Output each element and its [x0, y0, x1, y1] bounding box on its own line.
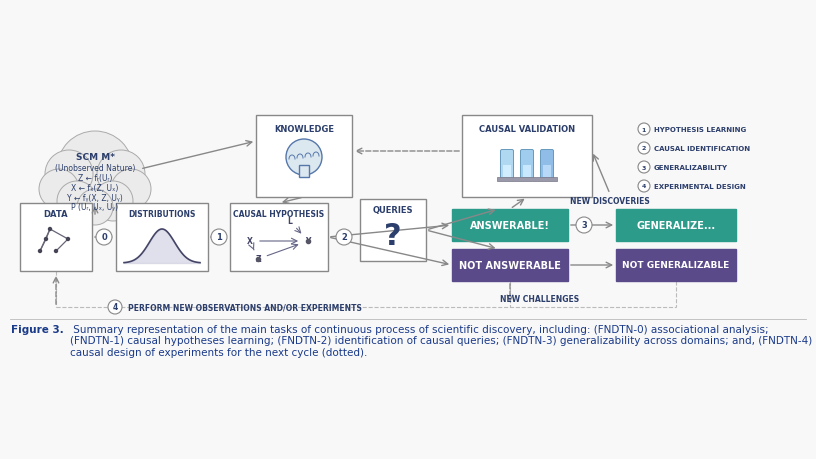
- Bar: [616, 249, 736, 281]
- Bar: [452, 249, 568, 281]
- Bar: [503, 166, 511, 178]
- FancyBboxPatch shape: [540, 150, 553, 181]
- Text: CAUSAL VALIDATION: CAUSAL VALIDATION: [479, 124, 575, 133]
- Text: Z ← fᵣ(Uᵣ): Z ← fᵣ(Uᵣ): [78, 173, 112, 182]
- Text: X ← fₓ(Z, Uₓ): X ← fₓ(Z, Uₓ): [71, 183, 118, 192]
- Text: 2: 2: [341, 233, 347, 242]
- Text: L: L: [287, 217, 292, 226]
- Circle shape: [638, 162, 650, 174]
- Circle shape: [57, 182, 97, 222]
- Circle shape: [54, 249, 58, 254]
- Text: DISTRIBUTIONS: DISTRIBUTIONS: [128, 210, 196, 219]
- Circle shape: [108, 300, 122, 314]
- Bar: [20, 203, 92, 271]
- Circle shape: [336, 230, 352, 246]
- Circle shape: [211, 230, 227, 246]
- Text: Y: Y: [305, 237, 311, 246]
- Text: (Unobserved Nature): (Unobserved Nature): [55, 163, 135, 172]
- Bar: [543, 166, 551, 178]
- Text: X: X: [247, 237, 253, 246]
- Bar: [523, 166, 531, 178]
- Circle shape: [48, 227, 52, 232]
- Text: Summary representation of the main tasks of continuous process of scientific dis: Summary representation of the main tasks…: [70, 324, 813, 357]
- Circle shape: [44, 237, 48, 242]
- Circle shape: [96, 230, 112, 246]
- FancyBboxPatch shape: [500, 150, 513, 181]
- Text: 4: 4: [113, 303, 118, 312]
- Text: 4: 4: [642, 184, 646, 189]
- Circle shape: [39, 170, 79, 210]
- Text: NEW CHALLENGES: NEW CHALLENGES: [500, 295, 579, 304]
- Text: NOT ANSWERABLE: NOT ANSWERABLE: [459, 260, 561, 270]
- Text: CAUSAL IDENTIFICATION: CAUSAL IDENTIFICATION: [654, 146, 750, 151]
- Bar: [497, 178, 557, 182]
- Text: EXPERIMENTAL DESIGN: EXPERIMENTAL DESIGN: [654, 184, 746, 190]
- Text: P (Uᵣ, Uₓ, Uᵧ): P (Uᵣ, Uₓ, Uᵧ): [72, 203, 118, 212]
- Circle shape: [97, 151, 145, 199]
- Text: KNOWLEDGE: KNOWLEDGE: [274, 124, 334, 133]
- Text: HYPOTHESIS LEARNING: HYPOTHESIS LEARNING: [654, 127, 747, 133]
- Text: 1: 1: [642, 127, 646, 132]
- Text: GENERALIZE...: GENERALIZE...: [636, 220, 716, 230]
- Text: Z: Z: [255, 255, 261, 264]
- Circle shape: [638, 143, 650, 155]
- Bar: [116, 203, 208, 271]
- Text: 3: 3: [642, 165, 646, 170]
- Text: Figure 3.: Figure 3.: [11, 324, 64, 334]
- Text: Y ← fᵧ(X, Z, Uᵧ): Y ← fᵧ(X, Z, Uᵧ): [67, 193, 123, 202]
- Text: ?: ?: [384, 222, 401, 251]
- Circle shape: [286, 140, 322, 176]
- Text: ANSWERABLE!: ANSWERABLE!: [470, 220, 550, 230]
- Text: NOT GENERALIZABLE: NOT GENERALIZABLE: [623, 261, 730, 270]
- Circle shape: [111, 170, 151, 210]
- Text: DATA: DATA: [44, 210, 69, 219]
- Text: 0: 0: [101, 233, 107, 242]
- Text: GENERALIZABILITY: GENERALIZABILITY: [654, 165, 728, 171]
- Bar: [462, 116, 592, 197]
- Circle shape: [66, 237, 70, 242]
- FancyBboxPatch shape: [521, 150, 534, 181]
- Text: 1: 1: [216, 233, 222, 242]
- Bar: [299, 166, 309, 178]
- Bar: [256, 116, 352, 197]
- Circle shape: [38, 249, 42, 254]
- Circle shape: [93, 182, 133, 222]
- Circle shape: [45, 151, 93, 199]
- Text: NEW DISCOVERIES: NEW DISCOVERIES: [570, 197, 650, 206]
- Text: 3: 3: [581, 221, 587, 230]
- Text: CAUSAL HYPOTHESIS: CAUSAL HYPOTHESIS: [233, 210, 325, 219]
- Circle shape: [57, 132, 133, 207]
- Circle shape: [638, 124, 650, 136]
- Circle shape: [638, 180, 650, 193]
- Text: SCM M*: SCM M*: [76, 153, 114, 162]
- Text: QUERIES: QUERIES: [373, 206, 413, 215]
- Bar: [360, 200, 426, 262]
- Bar: [230, 203, 328, 271]
- Text: PERFORM NEW OBSERVATIONS AND/OR EXPERIMENTS: PERFORM NEW OBSERVATIONS AND/OR EXPERIME…: [128, 303, 361, 312]
- Bar: [616, 210, 736, 241]
- Circle shape: [77, 190, 113, 225]
- Bar: [452, 210, 568, 241]
- Circle shape: [576, 218, 592, 234]
- Text: 2: 2: [642, 146, 646, 151]
